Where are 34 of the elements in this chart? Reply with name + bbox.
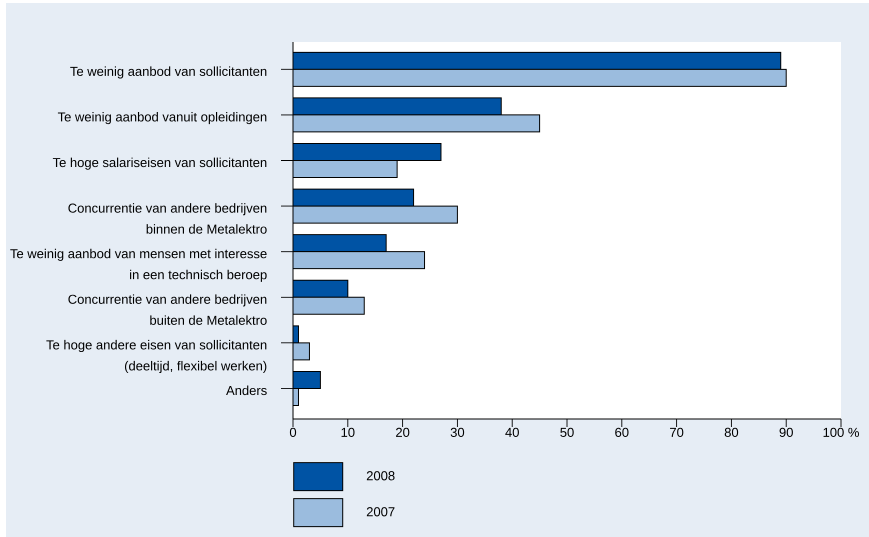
x-tick-label: 20: [396, 428, 410, 437]
bar: [293, 114, 540, 132]
bar: [293, 143, 442, 162]
y-tick-label: Concurrentie van andere bedrijven binnen de Metalektro: [68, 203, 267, 234]
y-tick-label: Te weinig aanbod vanuit opleidingen: [58, 112, 266, 124]
x-tick-label: 10: [342, 428, 355, 437]
bar: [293, 188, 414, 207]
y-tick-label: Concurrentie van andere bedrijven buiten de Metalektro: [68, 294, 267, 325]
bar: [293, 97, 502, 116]
x-tick-label: 40: [505, 428, 519, 437]
x-tick-label: 50: [560, 428, 574, 437]
x-tick-label: 80: [724, 428, 738, 437]
x-tick-label: 70: [670, 428, 684, 437]
bar: [293, 206, 458, 224]
bar: [293, 52, 782, 70]
y-tick-label: Te hoge salariseisen van sollicitanten: [52, 158, 266, 170]
bar: [293, 234, 387, 252]
x-tick-label: 0: [290, 428, 296, 437]
x-tick-label: 30: [450, 428, 464, 437]
bar: [293, 280, 348, 298]
bar: [293, 68, 787, 87]
y-tick-label: Te weinig aanbod van mensen met interesse in een technisch beroep: [10, 248, 267, 282]
x-tick-label: 90: [780, 428, 793, 437]
bar: [293, 160, 398, 178]
legend-label: 2008: [366, 471, 395, 480]
y-tick-label: Anders: [226, 386, 267, 396]
y-tick-label: Te hoge andere eisen van sollicitanten (deeltijd, flexibel werken): [46, 340, 266, 374]
bar: [293, 370, 321, 389]
bar: [293, 296, 365, 315]
bar: [293, 251, 426, 270]
y-tick-label: Te weinig aanbod van sollicitanten: [70, 66, 266, 79]
x-tick-label: 60: [615, 428, 629, 437]
legend-label: 2007: [366, 507, 394, 516]
x-tick-label: 100 %: [824, 428, 859, 437]
